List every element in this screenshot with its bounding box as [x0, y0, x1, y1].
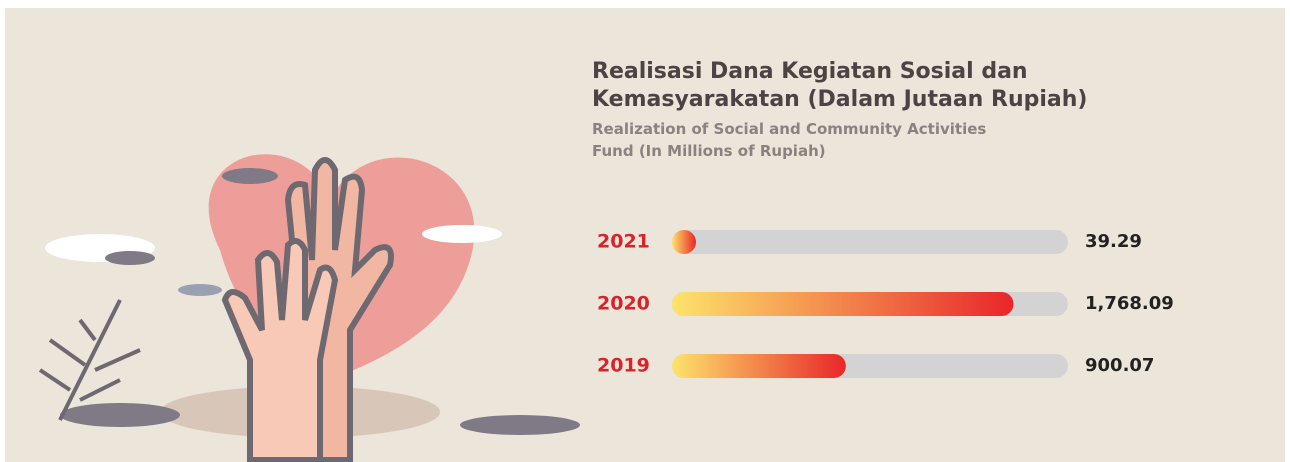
value-label: 900.07 — [1085, 355, 1154, 376]
category-label: 2019 — [597, 355, 650, 377]
chart-subtitle: Realization of Social and Community Acti… — [592, 120, 987, 160]
bar — [672, 354, 846, 378]
bar-track — [672, 230, 1068, 254]
art — [38, 154, 580, 462]
bar — [672, 292, 1014, 316]
value-label: 1,768.09 — [1085, 293, 1174, 314]
bar — [672, 230, 696, 254]
chart-title: Realisasi Dana Kegiatan Sosial dan Kemas… — [592, 59, 1088, 112]
category-label: 2021 — [597, 231, 650, 253]
value-label: 39.29 — [1085, 231, 1142, 252]
category-label: 2020 — [597, 293, 650, 315]
